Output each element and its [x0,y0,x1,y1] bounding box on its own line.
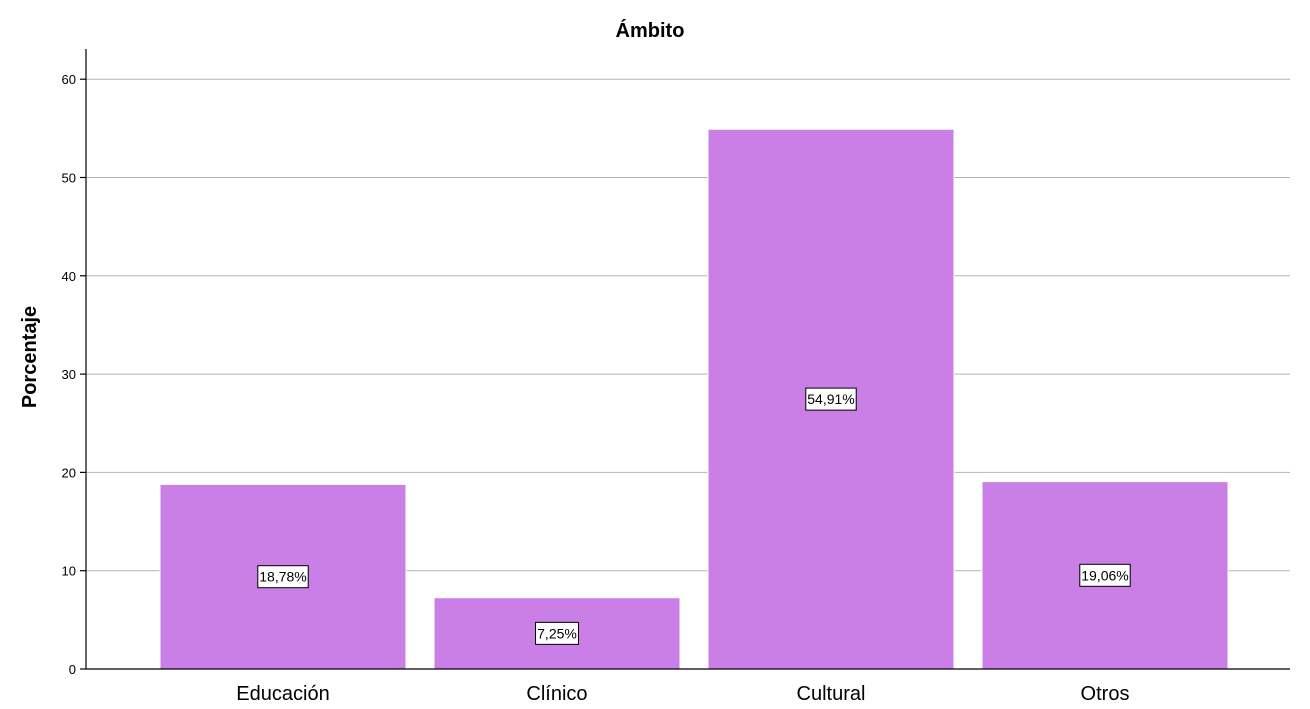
data-label: 7,25% [537,625,577,641]
x-tick-label: Educación [236,683,329,704]
x-tick-label: Clínico [526,683,587,704]
y-tick-label: 20 [62,465,76,480]
y-tick-labels: 0 10 20 30 40 50 60 [62,72,76,677]
data-label-box [1079,563,1131,587]
y-tick-label: 60 [62,72,76,87]
y-axis-label: Porcentaje [19,306,41,408]
data-label: 18,78% [259,569,306,585]
data-label-box [257,565,309,589]
data-labels: 18,78% 7,25% 54,91% 19,06% [257,387,1131,645]
y-tick-label: 30 [62,367,76,382]
axes [80,49,1290,670]
data-label-box [535,621,579,645]
x-tick-label: Otros [1081,683,1130,704]
data-label: 19,06% [1081,567,1128,583]
data-label: 54,91% [807,391,854,407]
data-label-box [805,387,857,411]
chart-title: Ámbito [616,19,685,42]
bars [159,128,1229,670]
x-tick-labels: Educación Clínico Cultural Otros [236,683,1130,705]
y-tick-label: 40 [62,269,76,284]
y-tick-label: 50 [62,171,76,186]
x-tick-label: Cultural [797,683,866,704]
y-tick-label: 10 [62,564,76,579]
y-tick-label: 0 [69,662,76,677]
